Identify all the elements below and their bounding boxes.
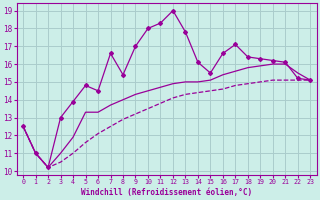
X-axis label: Windchill (Refroidissement éolien,°C): Windchill (Refroidissement éolien,°C): [81, 188, 252, 197]
